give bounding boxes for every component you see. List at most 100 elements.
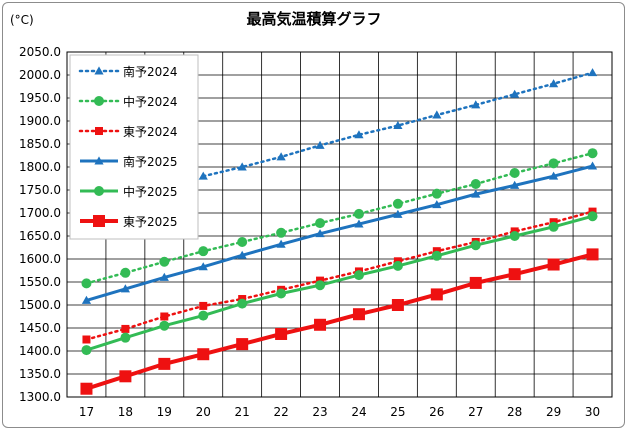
y-tick-label: 1450.0	[19, 321, 61, 335]
x-tick-label: 18	[118, 405, 133, 419]
x-tick-label: 28	[507, 405, 522, 419]
series-0	[198, 68, 598, 180]
data-point	[352, 308, 365, 321]
data-point	[80, 382, 93, 395]
data-point	[587, 161, 598, 170]
data-point	[587, 148, 598, 159]
legend: 南予2024 中予2024 東予2024 南予2025 中予2025 東予2025	[69, 54, 199, 240]
x-tick-label: 22	[273, 405, 288, 419]
data-point	[353, 208, 364, 219]
x-tick-label: 23	[312, 405, 327, 419]
data-point	[198, 310, 209, 321]
series-line	[86, 214, 593, 352]
y-tick-label: 1600.0	[19, 252, 61, 266]
legend-label: 中予2024	[123, 94, 178, 109]
legend-marker	[93, 215, 105, 227]
legend-marker	[94, 156, 104, 165]
legend-item: 東予2025	[80, 215, 178, 229]
data-point	[587, 211, 598, 222]
data-point	[471, 189, 481, 198]
data-point	[237, 298, 248, 309]
data-point	[315, 229, 325, 238]
data-point	[315, 218, 326, 229]
data-point	[354, 130, 364, 139]
series-line	[85, 210, 594, 341]
data-point	[275, 327, 288, 340]
data-point	[547, 258, 560, 271]
chart-title: 最高気温積算グラフ	[246, 10, 381, 28]
x-tick-label: 17	[79, 405, 94, 419]
y-tick-label: 2050.0	[19, 45, 61, 59]
series-group	[80, 68, 599, 395]
y-tick-label: 2000.0	[19, 68, 61, 82]
data-point	[315, 140, 325, 149]
data-point	[198, 246, 209, 257]
y-tick-label: 1350.0	[19, 367, 61, 381]
legend-label: 中予2025	[123, 184, 178, 199]
data-point	[120, 284, 130, 293]
data-point	[197, 348, 210, 361]
data-point	[276, 239, 286, 248]
legend-label: 南予2024	[123, 64, 178, 79]
x-tick-label: 25	[390, 405, 405, 419]
data-point	[159, 272, 169, 281]
data-point	[237, 250, 247, 259]
data-point	[392, 198, 403, 209]
legend-marker	[94, 96, 104, 106]
data-point	[237, 162, 247, 171]
data-point	[276, 227, 287, 238]
y-axis-unit-label: (°C)	[10, 13, 34, 27]
legend-label: 南予2025	[123, 154, 178, 169]
data-point	[431, 188, 442, 199]
y-tick-label: 1750.0	[19, 183, 61, 197]
data-point	[354, 219, 364, 228]
legend-marker	[95, 127, 103, 135]
legend-label: 東予2025	[123, 215, 178, 229]
data-point	[509, 167, 520, 178]
data-point	[353, 270, 364, 281]
data-point	[159, 256, 170, 267]
x-tick-label: 21	[235, 405, 250, 419]
data-point	[81, 278, 92, 289]
legend-marker	[94, 186, 104, 196]
series-4	[81, 211, 598, 356]
x-tick-labels: 17 18 19 20 21 22 23 24 25 26 27 28 29 30	[79, 405, 600, 419]
data-point	[508, 268, 521, 281]
data-point	[119, 370, 132, 383]
data-point	[314, 318, 327, 331]
y-tick-label: 1850.0	[19, 137, 61, 151]
y-tick-label: 1800.0	[19, 160, 61, 174]
data-point	[470, 240, 481, 251]
data-point	[392, 260, 403, 271]
legend-item: 南予2024	[78, 64, 178, 79]
data-point	[276, 288, 287, 299]
y-tick-label: 1950.0	[19, 91, 61, 105]
x-tick-label: 27	[468, 405, 483, 419]
data-point	[510, 89, 520, 98]
series-3	[81, 161, 598, 304]
y-tick-label: 1900.0	[19, 114, 61, 128]
data-point	[199, 301, 208, 310]
data-point	[276, 152, 286, 161]
data-point	[393, 209, 403, 218]
data-point	[549, 79, 559, 88]
data-point	[159, 320, 170, 331]
data-point	[81, 295, 92, 304]
data-point	[158, 357, 171, 370]
x-tick-label: 26	[429, 405, 444, 419]
data-point	[586, 248, 599, 261]
series-1	[81, 148, 598, 289]
legend-item: 東予2024	[78, 125, 178, 139]
series-line	[86, 164, 593, 302]
y-tick-label: 1500.0	[19, 298, 61, 312]
data-point	[548, 158, 559, 169]
data-point	[430, 288, 443, 301]
data-point	[393, 121, 403, 130]
data-point	[81, 345, 92, 356]
data-point	[391, 299, 404, 311]
data-point	[548, 221, 559, 232]
x-tick-label: 29	[546, 405, 561, 419]
legend-label: 東予2024	[123, 125, 178, 139]
series-5	[80, 248, 599, 395]
